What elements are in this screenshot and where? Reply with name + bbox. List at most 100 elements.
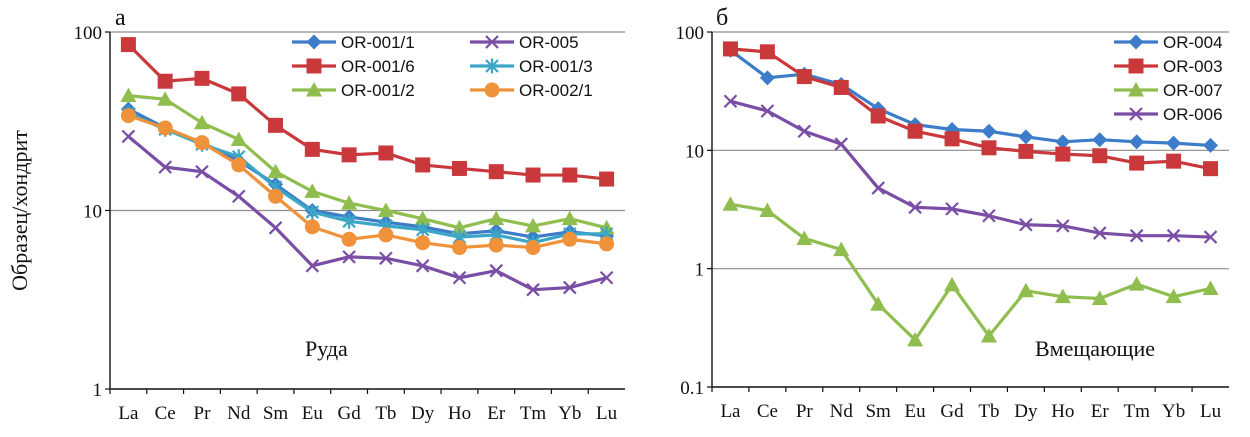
x-tick-label: Yb (1162, 401, 1185, 422)
data-point (377, 202, 394, 217)
legend: OR-004 OR-003 OR-007 OR-006 (1114, 33, 1223, 124)
data-point (907, 331, 924, 347)
data-point (1019, 217, 1033, 232)
data-point (833, 241, 850, 257)
data-point (378, 145, 394, 161)
data-point (1056, 219, 1070, 233)
x-tick-label: La (118, 403, 139, 424)
data-point (342, 213, 356, 229)
y-tick-label: 1 (695, 260, 705, 281)
legend-marker (1129, 107, 1143, 121)
x-tick-label: Ce (757, 401, 778, 422)
x-tick-label: Dy (411, 403, 435, 424)
x-tick-label: Sm (263, 403, 289, 424)
data-point (944, 131, 960, 147)
data-point (1017, 282, 1034, 298)
legend-item: OR-002/1 (470, 81, 593, 100)
legend-marker (306, 34, 322, 50)
legend-marker (306, 58, 322, 74)
x-tick-label: Ce (155, 403, 176, 424)
data-point (723, 94, 738, 109)
legend-label: OR-006 (1163, 105, 1223, 124)
data-point (341, 195, 358, 210)
data-point (722, 41, 738, 57)
legend-label: OR-007 (1163, 81, 1223, 100)
y-tick-label: 10 (685, 141, 704, 162)
x-tick-label: Eu (905, 401, 927, 422)
series-OR-001/2 (120, 87, 615, 235)
data-point (231, 157, 247, 173)
data-point (158, 160, 172, 174)
data-point (415, 259, 430, 273)
data-point (563, 280, 577, 295)
data-point (342, 250, 356, 264)
series-OR-004 (722, 42, 1219, 153)
data-point (157, 73, 173, 89)
data-point (526, 282, 540, 297)
data-point (305, 204, 320, 220)
x-tick-label: Pr (796, 401, 814, 422)
x-tick-label: Tb (375, 403, 396, 424)
x-tick-label: Dy (1014, 401, 1038, 422)
data-point (341, 147, 357, 163)
data-point (304, 141, 320, 157)
series-OR-003 (722, 41, 1219, 177)
data-point (562, 231, 578, 247)
series-OR-006 (723, 94, 1218, 244)
data-point (982, 208, 996, 223)
x-tick-label: Gd (337, 403, 361, 424)
x-tick-label: Ho (1051, 401, 1074, 422)
data-point (488, 210, 505, 226)
data-point (488, 164, 504, 180)
x-tick-label: Tb (978, 401, 999, 422)
data-point (157, 120, 173, 136)
data-point (267, 163, 284, 179)
data-point (157, 91, 174, 106)
data-point (1018, 129, 1034, 145)
panel-label: а (115, 5, 126, 31)
series-OR-002/1 (120, 108, 615, 256)
data-point (1165, 288, 1182, 304)
y-tick-label: 10 (83, 202, 102, 223)
legend-marker (485, 35, 499, 49)
data-point (415, 222, 430, 238)
series-line (730, 99, 1211, 239)
data-point (599, 236, 615, 252)
x-tick-label: Eu (302, 403, 324, 424)
y-tick-label: 0.1 (680, 378, 704, 399)
data-point (121, 129, 136, 144)
legend-label: OR-001/1 (341, 33, 415, 52)
data-point (796, 230, 813, 245)
data-point (562, 167, 578, 183)
data-point (268, 188, 284, 204)
data-point (1166, 153, 1182, 169)
legend-marker (1128, 58, 1144, 74)
data-point (120, 87, 137, 103)
data-point (489, 263, 504, 278)
legend-item: OR-003 (1114, 57, 1223, 76)
panel-label: б (716, 5, 728, 31)
series-OR-001/6 (120, 37, 615, 187)
x-tick-label: Gd (940, 401, 964, 422)
data-point (231, 86, 247, 102)
panel-host-rock: 100 10 1 0.1 La Ce Pr Nd Sm Eu Gd Tb Dy Ho Er Tm Yb Lu OR-… (676, 5, 1229, 422)
data-point (1055, 134, 1071, 150)
legend-item: OR-001/1 (292, 33, 415, 52)
series-line (730, 202, 1211, 342)
data-point (981, 123, 997, 139)
data-point (1129, 134, 1145, 150)
data-point (415, 157, 431, 173)
legend-label: OR-005 (519, 33, 579, 52)
data-point (561, 210, 578, 226)
data-point (833, 79, 849, 95)
data-point (415, 235, 431, 251)
legend-label: OR-001/3 (519, 57, 593, 76)
legend-label: OR-003 (1163, 57, 1223, 76)
data-point (341, 231, 357, 247)
data-point (194, 70, 210, 86)
data-point (1055, 146, 1071, 162)
x-tick-label: Tm (1123, 401, 1150, 422)
legend-item: OR-006 (1114, 105, 1223, 124)
data-point (193, 114, 210, 130)
